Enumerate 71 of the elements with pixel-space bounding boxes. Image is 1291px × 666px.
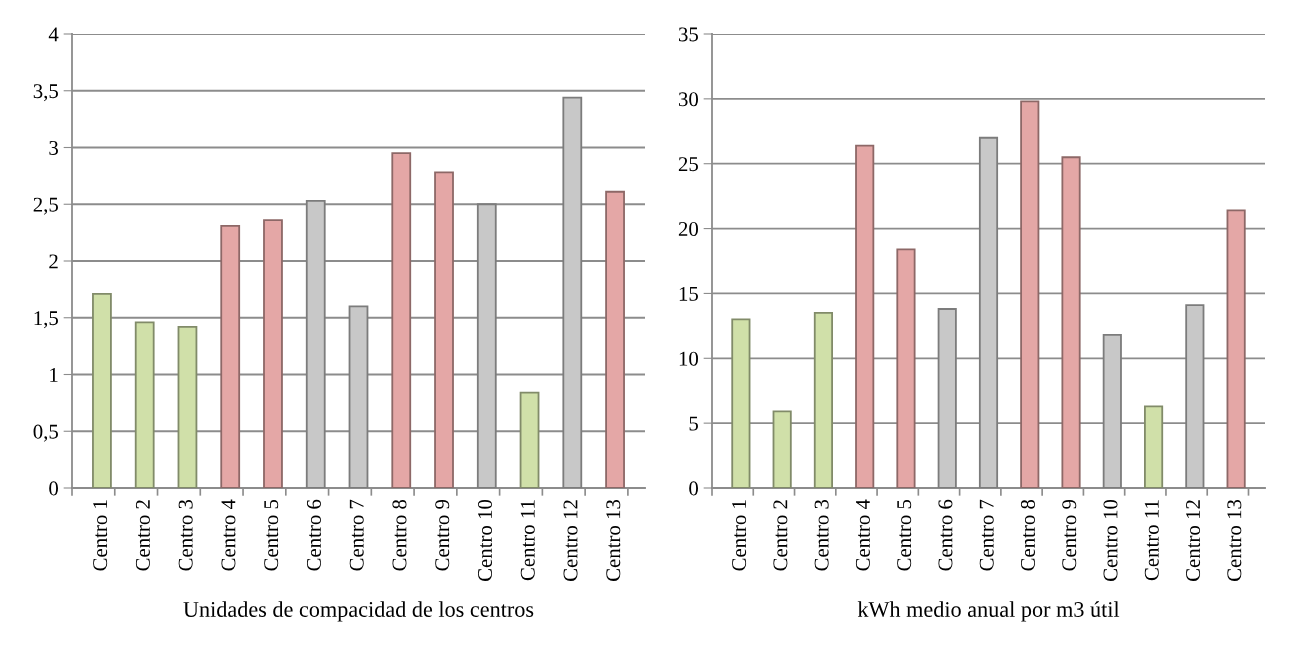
x-tick-label: Centro 10 [1103,499,1118,581]
bar [562,96,583,488]
bar [772,410,792,488]
y-tick-label: 15 [679,286,698,301]
bar [134,321,155,488]
y-tick-label: 2 [49,254,58,269]
y-tick-label: 10 [679,351,699,366]
x-tick-label: Centro 9 [435,499,450,571]
x-tick-label: Centro 12 [1186,500,1201,581]
x-tick-label: Centro 9 [1062,499,1077,571]
y-tick-label: 20 [678,221,699,236]
x-tick-label: Centro 12 [563,500,578,581]
x-tick-label: Centro 4 [855,499,870,571]
bar [937,308,957,488]
x-tick-label: Centro 10 [477,499,492,581]
bar [731,318,751,488]
x-tick-label: Centro 5 [897,499,912,571]
x-tick-label: Centro 3 [814,499,829,571]
x-tick-label: Centro 6 [306,499,321,571]
x-tick-label: Centro 2 [135,500,150,571]
y-tick-label: 2,5 [33,197,58,215]
bar [391,152,412,488]
bar [813,311,833,488]
y-tick-label: 1 [50,367,58,382]
x-tick-label: Centro 4 [221,499,236,571]
x-tick-label: Centro 8 [392,499,407,571]
y-tick-label: 4 [48,27,59,42]
y-tick-label: 0 [49,481,59,496]
y-tick-label: 3 [49,140,58,155]
bar [220,224,241,488]
bar [855,144,875,488]
x-tick-label: Centro 7 [349,499,364,571]
x-tick-label: Centro 6 [938,499,953,571]
bar [896,248,916,488]
bar [1226,209,1246,488]
y-tick-label: 0,5 [33,424,58,442]
bar [1020,100,1040,488]
x-tick-label: Centro 13 [1227,499,1242,581]
bar [605,190,625,488]
x-axis-title: kWh medio anual por m3 útil [857,601,1120,622]
y-tick-label: 30 [678,92,699,107]
bar [519,391,540,488]
x-tick-label: Centro 1 [93,500,108,571]
x-tick-label: Centro 7 [979,499,994,571]
y-tick-label: 25 [678,157,698,172]
y-tick-label: 35 [678,27,698,42]
x-axis-title: Unidades de compacidad de los centros [183,601,534,622]
bar [305,199,326,488]
x-tick-label: Centro 1 [732,500,747,571]
x-tick-label: Centro 11 [1144,500,1159,581]
bar [348,305,369,488]
y-tick-label: 5 [689,416,698,431]
x-tick-label: Centro 2 [773,500,788,571]
bar [177,325,198,488]
y-tick-label: 1,5 [34,311,58,329]
bar [434,171,454,488]
bar [1144,405,1164,488]
x-tick-label: Centro 11 [520,500,535,581]
x-tick-label: Centro 3 [178,499,193,571]
x-tick-label: Centro 5 [264,499,279,571]
y-tick-label: 0 [689,481,699,496]
bar [92,293,112,488]
x-tick-label: Centro 13 [606,499,621,581]
bar [1185,304,1205,488]
bar [1061,156,1081,488]
y-tick-label: 3,5 [33,84,58,102]
x-tick-label: Centro 8 [1020,499,1035,571]
bar [476,203,497,488]
bar [1102,334,1122,488]
bar [263,219,283,488]
bar [978,136,999,488]
